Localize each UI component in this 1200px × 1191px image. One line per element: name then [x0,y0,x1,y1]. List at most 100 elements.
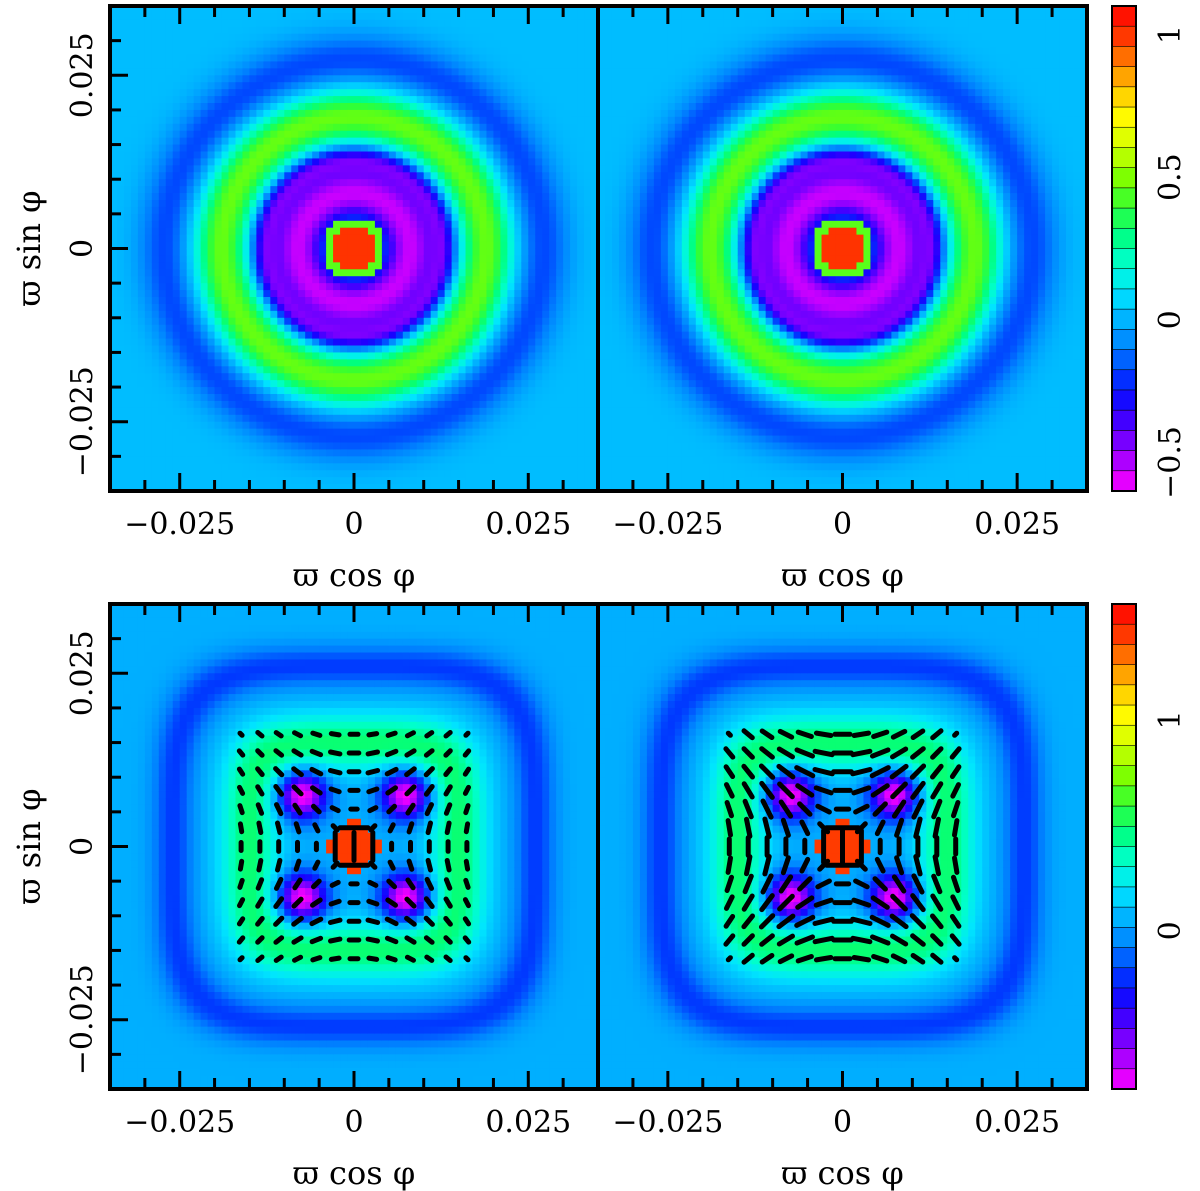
heatmap-cell [131,41,139,49]
heatmap-cell [277,207,285,215]
heatmap-cell [507,41,515,49]
heatmap-cell [389,228,397,236]
heatmap-cell [305,158,313,166]
heatmap-cell [277,429,285,437]
heatmap-cell [201,463,209,471]
heatmap-cell [208,436,216,444]
heatmap-cell [466,152,474,160]
heatmap-cell [486,443,494,451]
heatmap-cell [417,311,425,319]
heatmap-cell [466,401,474,409]
heatmap-cell [354,179,362,187]
heatmap-cell [333,373,341,381]
heatmap-cell [201,186,209,194]
heatmap-cell [145,152,153,160]
heatmap-cell [347,387,355,395]
heatmap-cell [549,13,557,21]
heatmap-cell [556,27,564,35]
heatmap-cell [215,75,223,83]
heatmap-cell [340,41,348,49]
heatmap-cell [528,318,536,326]
heatmap-cell [312,152,320,160]
heatmap-cell [354,463,362,471]
heatmap-cell [500,443,508,451]
heatmap-cell [194,262,202,270]
heatmap-cell [361,415,369,423]
heatmap-cell [131,172,139,180]
heatmap-cell [563,352,571,360]
heatmap-cell [528,82,536,90]
heatmap-cell [473,290,481,298]
heatmap-cell [556,20,564,28]
heatmap-cell [222,318,230,326]
heatmap-cell [131,124,139,132]
heatmap-cell [479,456,487,464]
heatmap-cell [319,339,327,347]
heatmap-cell [319,394,327,402]
heatmap-cell [159,145,167,153]
heatmap-cell [507,235,515,243]
heatmap-cell [549,415,557,423]
heatmap-cell [473,366,481,374]
heatmap-cell [382,359,390,367]
heatmap-cell [479,55,487,63]
heatmap-cell [291,394,299,402]
heatmap-cell [131,186,139,194]
heatmap-cell [215,346,223,354]
heatmap-cell [291,346,299,354]
heatmap-cell [368,75,376,83]
heatmap-cell [535,228,543,236]
heatmap-cell [180,394,188,402]
heatmap-cell [159,470,167,478]
heatmap-cell [368,41,376,49]
heatmap-cell [445,325,453,333]
heatmap-cell [187,193,195,201]
heatmap-cell [124,207,132,215]
heatmap-cell [333,470,341,478]
heatmap-cell [466,124,474,132]
heatmap-cell [145,214,153,222]
heatmap-cell [375,131,383,139]
heatmap-cell [152,68,160,76]
heatmap-cell [535,41,543,49]
heatmap-cell [340,456,348,464]
heatmap-cell [556,255,564,263]
heatmap-cell [521,269,529,277]
heatmap-cell [368,394,376,402]
heatmap-cell [235,242,243,250]
heatmap-cell [319,380,327,388]
heatmap-cell [145,311,153,319]
heatmap-cell [486,304,494,312]
heatmap-cell [201,152,209,160]
heatmap-cell [479,463,487,471]
heatmap-cell [521,415,529,423]
heatmap-cell [263,117,271,125]
heatmap-cell [452,152,460,160]
heatmap-cell [333,228,341,236]
heatmap-cell [305,152,313,160]
heatmap-cell [159,68,167,76]
heatmap-cell [194,200,202,208]
heatmap-cell [138,158,146,166]
heatmap-cell [284,318,292,326]
heatmap-cell [584,249,592,257]
heatmap-cell [410,158,418,166]
heatmap-cell [459,34,467,42]
heatmap-cell [312,449,320,457]
heatmap-cell [152,283,160,291]
heatmap-cell [215,352,223,360]
heatmap-cell [431,221,439,229]
heatmap-cell [152,179,160,187]
heatmap-cell [535,235,543,243]
heatmap-cell [570,172,578,180]
heatmap-cell [424,387,432,395]
heatmap-cell [152,401,160,409]
heatmap-cell [131,269,139,277]
heatmap-cell [180,255,188,263]
heatmap-cell [521,131,529,139]
heatmap-cell [138,290,146,298]
heatmap-cell [521,325,529,333]
heatmap-cell [361,359,369,367]
heatmap-cell [570,311,578,319]
heatmap-cell [500,339,508,347]
